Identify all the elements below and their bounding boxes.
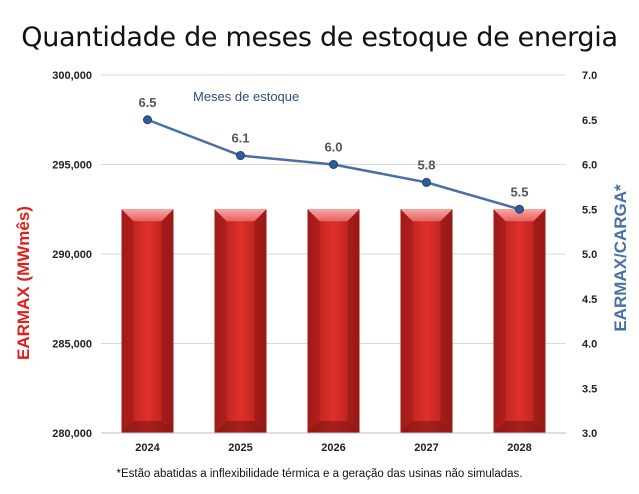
left-tick-label: 280,000 [52,428,92,440]
data-label: 5.5 [510,184,528,199]
bar-bevel-bottom [400,421,453,433]
bar-bevel-right [533,209,546,433]
line-point [143,115,152,125]
bar-bevel-bottom [121,421,174,433]
x-tick-label: 2027 [414,442,438,454]
bar-bevel-bottom [307,421,360,433]
left-tick-label: 300,000 [52,70,92,82]
right-tick-label: 6.5 [582,115,597,127]
footnote: *Estão abatidas a inflexibilidade térmic… [116,468,523,480]
right-tick-label: 5.5 [582,204,597,216]
chart-title: Quantidade de meses de estoque de energi… [21,22,618,53]
left-tick-label: 285,000 [52,339,92,351]
right-tick-label: 6.0 [582,160,597,172]
x-tick-label: 2024 [135,442,160,454]
bar-bevel-top [214,209,267,222]
bar-bevel-right [347,209,360,433]
line-point [422,177,431,187]
bar-bevel-left [493,209,506,433]
bar-bevel-bottom [493,421,546,433]
bar-bevel-left [307,209,320,433]
right-tick-label: 4.5 [582,294,597,306]
right-tick-label: 4.0 [582,339,597,351]
data-label: 6.0 [324,140,342,155]
right-tick-label: 3.0 [582,428,597,440]
left-tick-label: 295,000 [52,160,92,172]
bar-bevel-left [121,209,134,433]
right-tick-label: 3.5 [582,383,597,395]
bar-bevel-top [493,209,546,222]
left-tick-label: 290,000 [52,249,92,261]
data-label: 6.1 [231,131,249,146]
bar-bevel-bottom [214,421,267,433]
bar-bevel-top [121,209,174,222]
bar-bevel-left [214,209,227,433]
x-tick-label: 2026 [321,442,345,454]
bar-bevel-top [307,209,360,222]
bar-bevel-right [254,209,267,433]
data-label: 6.5 [138,95,156,110]
x-tick-label: 2025 [228,442,252,454]
right-tick-label: 7.0 [582,70,597,82]
bar-bevel-right [440,209,453,433]
line-point [329,160,338,169]
bar-bevel-top [400,209,453,222]
right-tick-label: 5.0 [582,249,597,261]
bar-bevel-left [400,209,413,433]
line-point [515,204,524,214]
line-point [236,151,245,161]
data-label: 5.8 [417,157,435,172]
x-tick-label: 2028 [507,442,531,454]
bar-bevel-right [161,209,174,433]
series-name-label: Meses de estoque [193,89,299,104]
